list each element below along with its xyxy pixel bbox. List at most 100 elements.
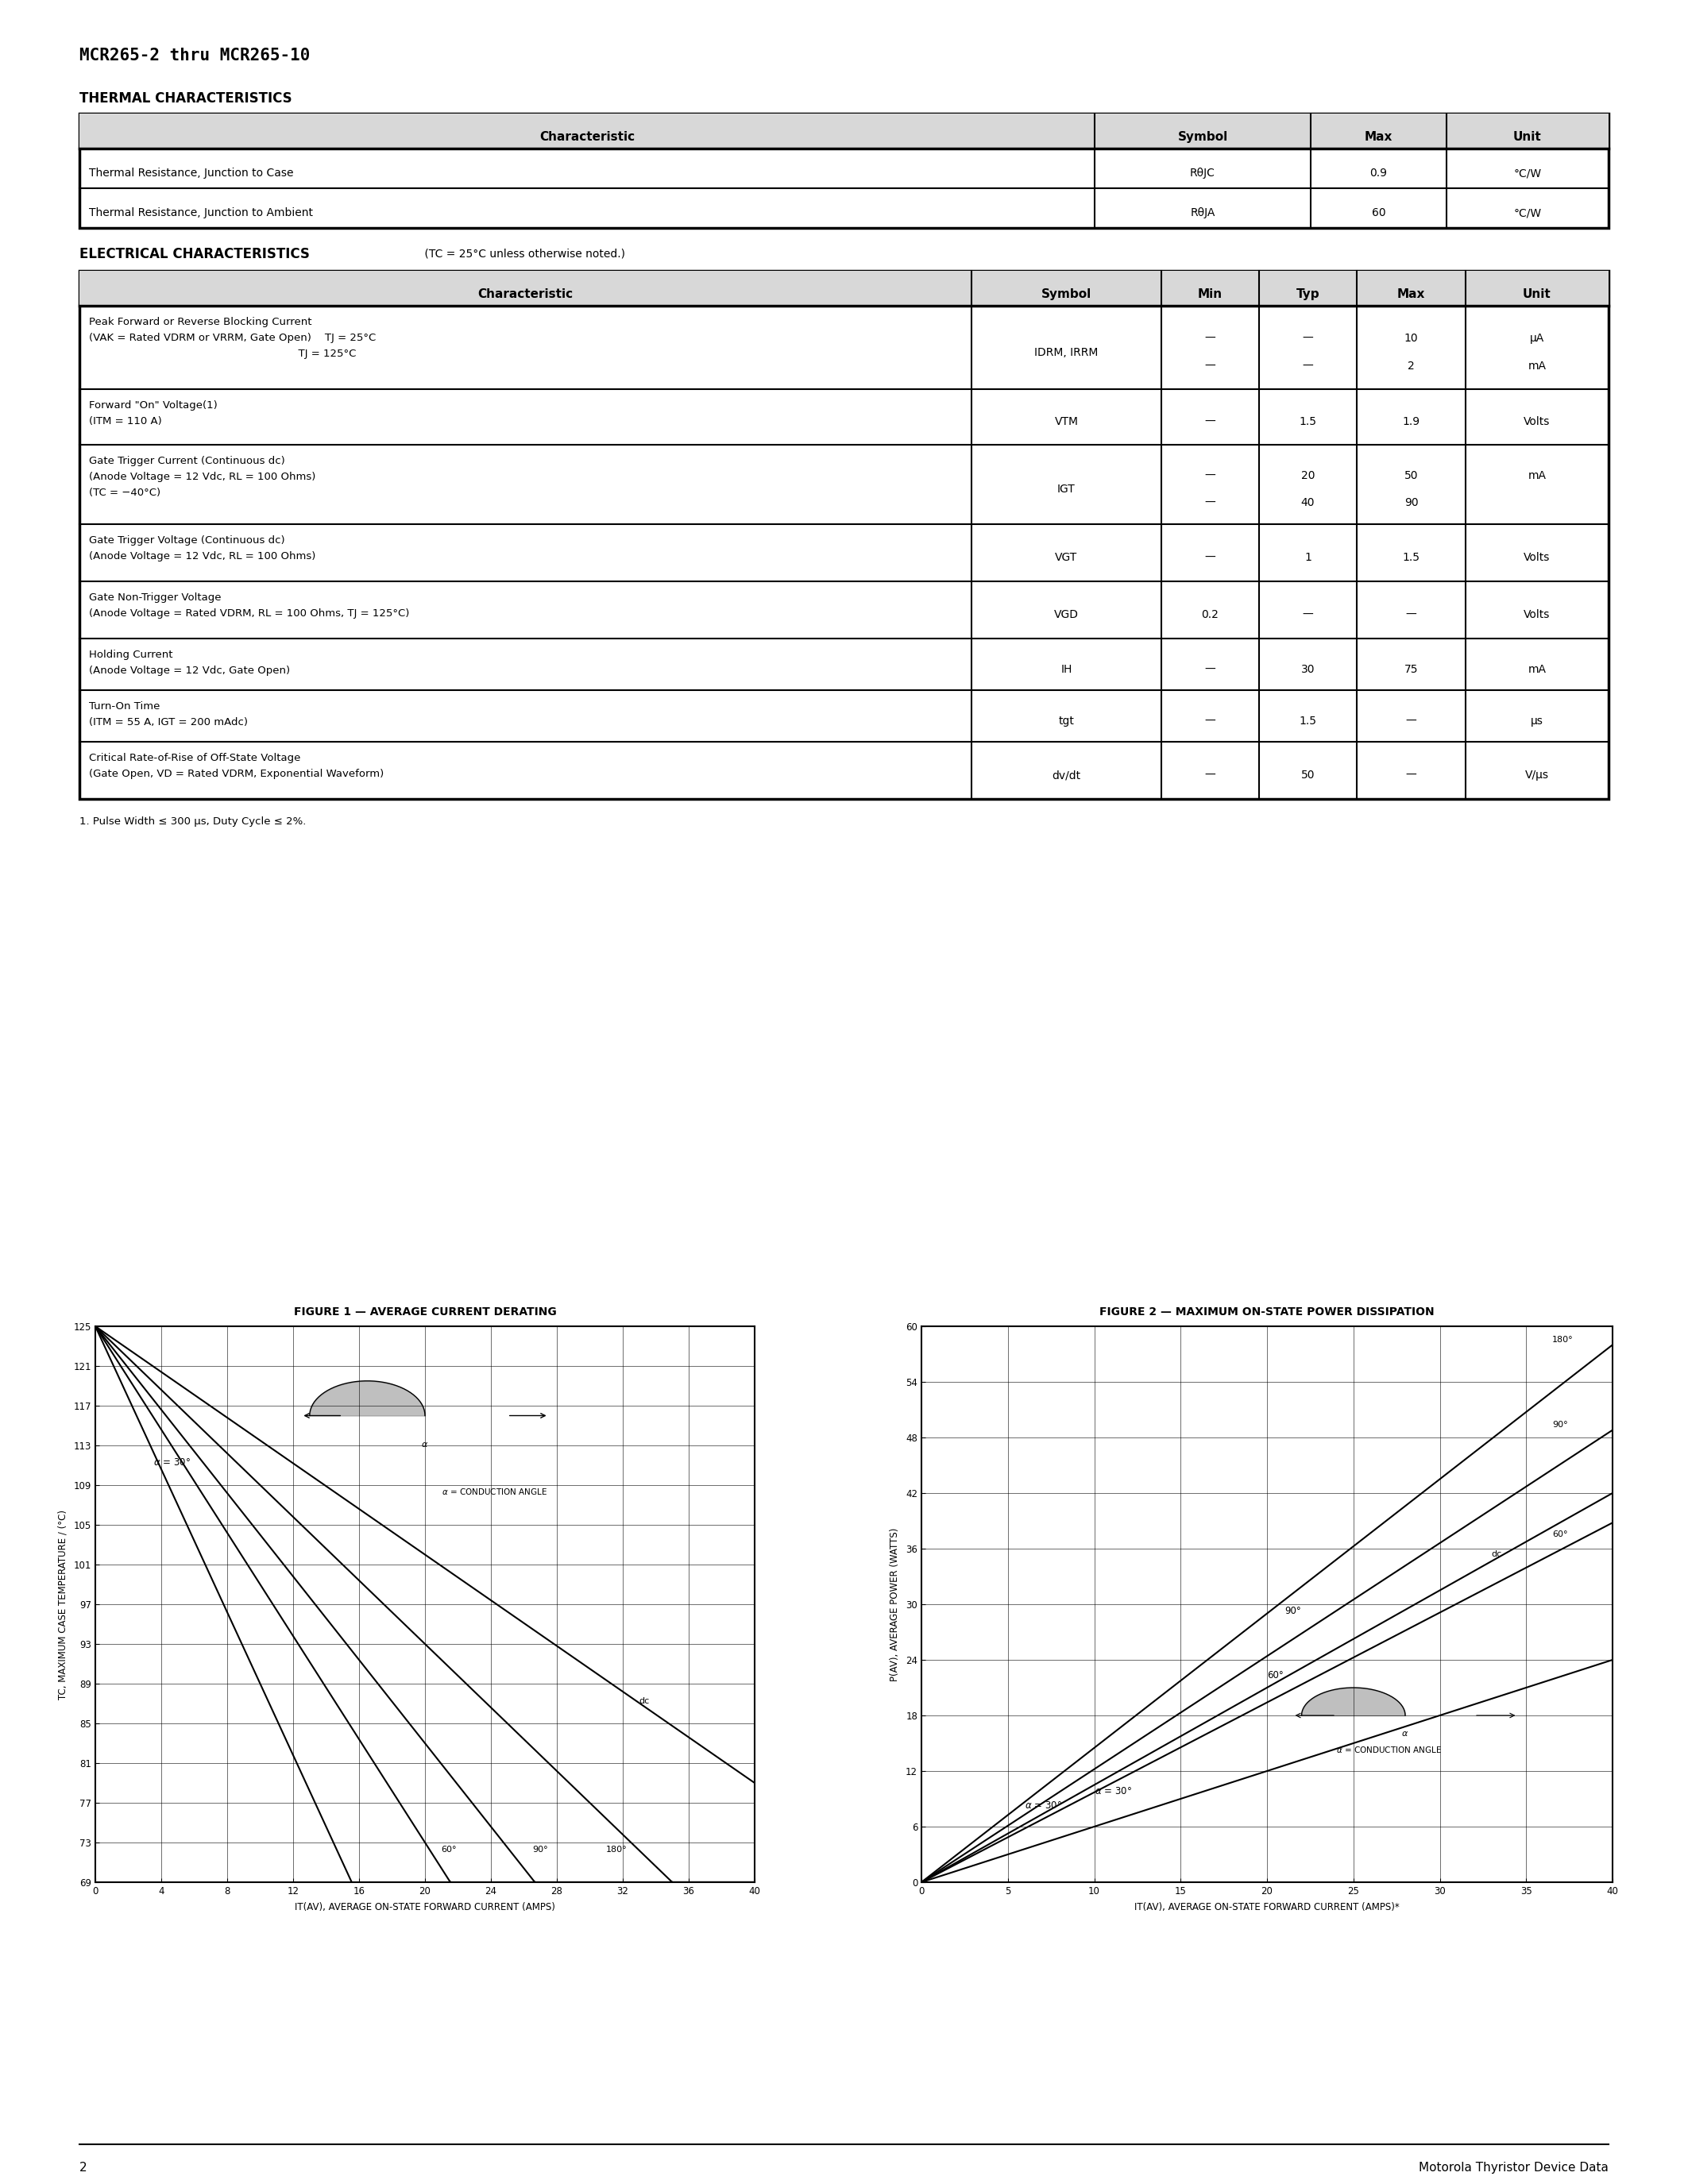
Text: (Anode Voltage = Rated VDRM, RL = 100 Ohms, TJ = 125°C): (Anode Voltage = Rated VDRM, RL = 100 Oh… bbox=[89, 609, 410, 618]
Text: Gate Trigger Voltage (Continuous dc): Gate Trigger Voltage (Continuous dc) bbox=[89, 535, 285, 546]
Bar bbox=[79, 114, 1609, 149]
Text: —: — bbox=[1205, 470, 1215, 480]
Text: Thermal Resistance, Junction to Ambient: Thermal Resistance, Junction to Ambient bbox=[89, 207, 312, 218]
Text: ELECTRICAL CHARACTERISTICS: ELECTRICAL CHARACTERISTICS bbox=[79, 247, 309, 262]
Text: Symbol: Symbol bbox=[1041, 288, 1092, 299]
Text: Gate Trigger Current (Continuous dc): Gate Trigger Current (Continuous dc) bbox=[89, 456, 285, 465]
Text: $\alpha$ = 30°: $\alpha$ = 30° bbox=[1094, 1787, 1131, 1797]
Text: Gate Non-Trigger Voltage: Gate Non-Trigger Voltage bbox=[89, 592, 221, 603]
Text: 0.9: 0.9 bbox=[1371, 168, 1388, 179]
Text: 60: 60 bbox=[1372, 207, 1386, 218]
Text: 50: 50 bbox=[1301, 769, 1315, 780]
Text: (Gate Open, VD = Rated VDRM, Exponential Waveform): (Gate Open, VD = Rated VDRM, Exponential… bbox=[89, 769, 383, 780]
Text: Thermal Resistance, Junction to Case: Thermal Resistance, Junction to Case bbox=[89, 168, 294, 179]
Text: IGT: IGT bbox=[1057, 483, 1075, 496]
Text: 2: 2 bbox=[79, 2162, 88, 2173]
Text: °C/W: °C/W bbox=[1514, 207, 1541, 218]
Text: 50: 50 bbox=[1404, 470, 1418, 480]
Title: FIGURE 2 — MAXIMUM ON-STATE POWER DISSIPATION: FIGURE 2 — MAXIMUM ON-STATE POWER DISSIP… bbox=[1099, 1306, 1435, 1317]
Text: $\alpha$: $\alpha$ bbox=[422, 1441, 429, 1448]
Text: $\alpha$: $\alpha$ bbox=[1401, 1730, 1409, 1736]
Text: 0.2: 0.2 bbox=[1202, 609, 1219, 620]
Text: Characteristic: Characteristic bbox=[478, 288, 574, 299]
Text: MCR265-2 thru MCR265-10: MCR265-2 thru MCR265-10 bbox=[79, 48, 311, 63]
Text: 1. Pulse Width ≤ 300 μs, Duty Cycle ≤ 2%.: 1. Pulse Width ≤ 300 μs, Duty Cycle ≤ 2%… bbox=[79, 817, 306, 828]
Text: —: — bbox=[1205, 332, 1215, 343]
Text: 40: 40 bbox=[1301, 498, 1315, 509]
Y-axis label: P(AV), AVERAGE POWER (WATTS): P(AV), AVERAGE POWER (WATTS) bbox=[890, 1527, 900, 1682]
Text: Characteristic: Characteristic bbox=[540, 131, 635, 142]
Text: VGT: VGT bbox=[1055, 553, 1077, 563]
Text: (TC = 25°C unless otherwise noted.): (TC = 25°C unless otherwise noted.) bbox=[420, 247, 625, 260]
Text: (Anode Voltage = 12 Vdc, Gate Open): (Anode Voltage = 12 Vdc, Gate Open) bbox=[89, 666, 290, 675]
Text: Volts: Volts bbox=[1524, 553, 1550, 563]
Text: Critical Rate-of-Rise of Off-State Voltage: Critical Rate-of-Rise of Off-State Volta… bbox=[89, 753, 300, 762]
Text: 1.9: 1.9 bbox=[1403, 417, 1420, 428]
Text: 1.5: 1.5 bbox=[1403, 553, 1420, 563]
Text: 60°: 60° bbox=[1551, 1531, 1568, 1538]
Text: —: — bbox=[1205, 498, 1215, 509]
Text: 90°: 90° bbox=[1551, 1422, 1568, 1428]
Text: 90°: 90° bbox=[532, 1845, 547, 1854]
Text: —: — bbox=[1406, 609, 1416, 620]
Text: —: — bbox=[1205, 664, 1215, 675]
Text: —: — bbox=[1205, 769, 1215, 780]
Text: VTM: VTM bbox=[1055, 417, 1079, 428]
Text: VGD: VGD bbox=[1053, 609, 1079, 620]
Text: μs: μs bbox=[1531, 714, 1543, 727]
Y-axis label: TC, MAXIMUM CASE TEMPERATURE / (°C): TC, MAXIMUM CASE TEMPERATURE / (°C) bbox=[57, 1509, 68, 1699]
X-axis label: IT(AV), AVERAGE ON-STATE FORWARD CURRENT (AMPS)*: IT(AV), AVERAGE ON-STATE FORWARD CURRENT… bbox=[1134, 1902, 1399, 1913]
Text: μA: μA bbox=[1529, 332, 1545, 343]
Text: Volts: Volts bbox=[1524, 417, 1550, 428]
Text: V/μs: V/μs bbox=[1526, 769, 1550, 780]
Text: Min: Min bbox=[1198, 288, 1222, 299]
Text: 20: 20 bbox=[1301, 470, 1315, 480]
Title: FIGURE 1 — AVERAGE CURRENT DERATING: FIGURE 1 — AVERAGE CURRENT DERATING bbox=[294, 1306, 557, 1317]
Text: 1.5: 1.5 bbox=[1300, 714, 1317, 727]
Text: dv/dt: dv/dt bbox=[1052, 769, 1080, 780]
Text: $\alpha$ = CONDUCTION ANGLE: $\alpha$ = CONDUCTION ANGLE bbox=[442, 1487, 547, 1496]
Text: 90: 90 bbox=[1404, 498, 1418, 509]
Text: mA: mA bbox=[1528, 360, 1546, 371]
Text: (TC = −40°C): (TC = −40°C) bbox=[89, 487, 160, 498]
Text: $\alpha$ = 30°: $\alpha$ = 30° bbox=[154, 1457, 191, 1468]
Bar bbox=[79, 271, 1609, 306]
Text: IDRM, IRRM: IDRM, IRRM bbox=[1035, 347, 1099, 358]
Text: RθJC: RθJC bbox=[1190, 168, 1215, 179]
Text: —: — bbox=[1205, 360, 1215, 371]
Text: 90°: 90° bbox=[1285, 1605, 1301, 1616]
Text: 180°: 180° bbox=[606, 1845, 628, 1854]
Text: Forward "On" Voltage(1): Forward "On" Voltage(1) bbox=[89, 400, 218, 411]
Text: Volts: Volts bbox=[1524, 609, 1550, 620]
Text: —: — bbox=[1205, 553, 1215, 563]
Text: dc: dc bbox=[640, 1697, 650, 1706]
Text: Peak Forward or Reverse Blocking Current: Peak Forward or Reverse Blocking Current bbox=[89, 317, 312, 328]
Text: (Anode Voltage = 12 Vdc, RL = 100 Ohms): (Anode Voltage = 12 Vdc, RL = 100 Ohms) bbox=[89, 472, 316, 483]
Text: mA: mA bbox=[1528, 664, 1546, 675]
Text: 75: 75 bbox=[1404, 664, 1418, 675]
X-axis label: IT(AV), AVERAGE ON-STATE FORWARD CURRENT (AMPS): IT(AV), AVERAGE ON-STATE FORWARD CURRENT… bbox=[295, 1902, 555, 1913]
Text: $\alpha$ = CONDUCTION ANGLE: $\alpha$ = CONDUCTION ANGLE bbox=[1337, 1745, 1442, 1754]
Text: mA: mA bbox=[1528, 470, 1546, 480]
Text: Max: Max bbox=[1364, 131, 1393, 142]
Text: 30: 30 bbox=[1301, 664, 1315, 675]
Text: —: — bbox=[1406, 714, 1416, 727]
Text: Typ: Typ bbox=[1296, 288, 1320, 299]
Text: 180°: 180° bbox=[1551, 1337, 1573, 1343]
Text: 60°: 60° bbox=[1268, 1671, 1283, 1682]
Text: Unit: Unit bbox=[1514, 131, 1541, 142]
Text: dc: dc bbox=[1492, 1551, 1502, 1557]
Bar bbox=[79, 271, 1609, 799]
Text: —: — bbox=[1303, 609, 1313, 620]
Text: tgt: tgt bbox=[1058, 714, 1074, 727]
Text: Symbol: Symbol bbox=[1178, 131, 1227, 142]
Text: Motorola Thyristor Device Data: Motorola Thyristor Device Data bbox=[1420, 2162, 1609, 2173]
Text: Holding Current: Holding Current bbox=[89, 649, 172, 660]
Text: 1: 1 bbox=[1305, 553, 1312, 563]
Text: 60°: 60° bbox=[442, 1845, 457, 1854]
Bar bbox=[79, 114, 1609, 227]
Text: —: — bbox=[1303, 360, 1313, 371]
Text: —: — bbox=[1205, 714, 1215, 727]
Text: Turn-On Time: Turn-On Time bbox=[89, 701, 160, 712]
Text: Unit: Unit bbox=[1523, 288, 1551, 299]
